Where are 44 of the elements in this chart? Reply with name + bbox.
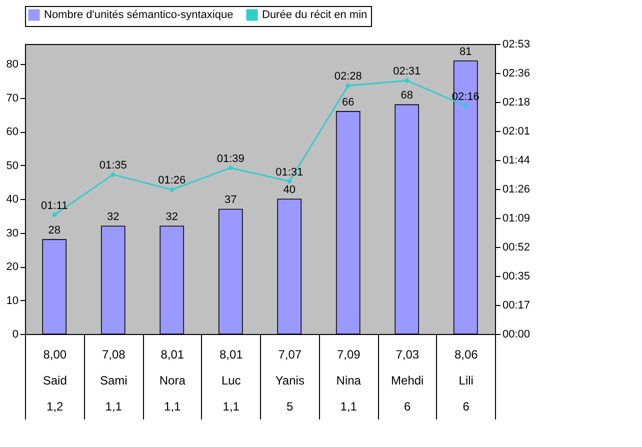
x-tick-label: 7,09 Nina 1,1 — [336, 348, 362, 414]
data-label: 40 — [283, 184, 296, 196]
y-tick-label: 50 — [6, 160, 18, 172]
data-label: 68 — [400, 90, 413, 102]
y2-tick-label: 02:18 — [502, 96, 530, 108]
data-label: 32 — [107, 211, 120, 224]
x-tick-label: 8,01 Nora 1,1 — [159, 348, 186, 414]
x-tick-label: 7,08 Sami 1,1 — [100, 348, 128, 414]
data-label: 02:31 — [393, 66, 421, 78]
data-label: 01:39 — [216, 152, 244, 165]
y2-tick-label: 01:44 — [502, 154, 530, 166]
y-tick-label: 10 — [6, 294, 18, 307]
data-label: 02:28 — [334, 70, 362, 83]
data-label: 01:26 — [158, 174, 186, 187]
y-tick-label: 70 — [6, 92, 18, 104]
x-tick-label: 7,03 Mehdi 6 — [391, 348, 424, 414]
data-label: 28 — [48, 224, 60, 237]
data-label: 01:35 — [99, 160, 127, 172]
data-label: 37 — [224, 194, 237, 206]
data-label: 81 — [460, 46, 472, 58]
y-tick-label: 60 — [6, 126, 18, 138]
y2-tick-label: 02:53 — [502, 38, 530, 50]
y2-tick-label: 00:52 — [502, 242, 530, 254]
y-tick-label: 30 — [6, 227, 18, 240]
data-label: 32 — [166, 211, 178, 224]
y2-tick-label: 00:17 — [502, 300, 530, 312]
y2-tick-label: 00:00 — [502, 328, 530, 340]
data-label: 01:11 — [41, 200, 68, 212]
x-tick-label: 8,00 Said 1,2 — [42, 348, 67, 414]
y-tick-label: 0 — [12, 328, 18, 340]
y-tick-label: 40 — [6, 194, 18, 206]
y-tick-label: 80 — [6, 58, 18, 71]
legend-label: Durée du récit en min — [262, 9, 368, 21]
x-tick-label: 7,07 Yanis 5 — [275, 348, 304, 414]
legend-label: Nombre d'unités sémantico-syntaxique — [44, 9, 234, 21]
y2-tick-label: 00:35 — [502, 270, 530, 282]
y2-tick-label: 01:26 — [502, 184, 530, 196]
y2-tick-label: 01:09 — [502, 212, 530, 224]
y2-tick-label: 02:01 — [502, 126, 530, 138]
x-tick-label: 8,06 Lili 6 — [454, 348, 478, 414]
y2-tick-label: 02:36 — [502, 68, 530, 80]
y-tick-label: 20 — [6, 261, 18, 274]
x-tick-label: 8,01 Luc 1,1 — [219, 348, 244, 414]
data-label: 66 — [342, 96, 354, 108]
